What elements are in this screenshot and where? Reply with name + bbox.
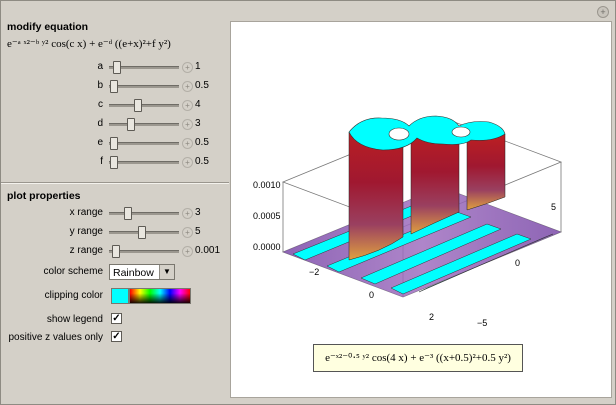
slider-track[interactable]	[109, 142, 179, 145]
expand-plus-icon[interactable]: +	[182, 100, 193, 111]
slider-track[interactable]	[109, 104, 179, 107]
color-scheme-value: Rainbow	[113, 267, 154, 279]
expand-plus-icon[interactable]: +	[182, 81, 193, 92]
slider-track[interactable]	[109, 123, 179, 126]
slider-thumb[interactable]	[127, 118, 135, 131]
slider-value: 4	[195, 99, 201, 110]
slider-track[interactable]	[109, 212, 179, 215]
color-scheme-select[interactable]: Rainbow ▼	[109, 264, 175, 280]
slider[interactable]	[109, 207, 179, 220]
surface-plot[interactable]	[231, 22, 611, 342]
slider-value: 3	[195, 118, 201, 129]
slider[interactable]	[109, 80, 179, 93]
plot-area[interactable]: 0.0010 0.0005 0.0000 −2 0 2 5 0 −5 e⁻ˣ²⁻…	[230, 21, 612, 398]
z-tick: 0.0010	[253, 180, 281, 190]
slider[interactable]	[109, 226, 179, 239]
y-tick: 5	[551, 202, 557, 212]
slider-value: 0.5	[195, 156, 209, 167]
slider[interactable]	[109, 156, 179, 169]
x-tick: −2	[309, 267, 320, 277]
z-tick: 0.0005	[253, 211, 281, 221]
slider-label: z range	[69, 245, 103, 256]
slider[interactable]	[109, 61, 179, 74]
panel-options-icon[interactable]: +	[597, 6, 609, 18]
slider-thumb[interactable]	[109, 80, 118, 93]
plot-properties-heading: plot properties	[7, 190, 81, 202]
slider-thumb[interactable]	[137, 226, 146, 239]
expand-plus-icon[interactable]: +	[182, 119, 193, 130]
slider-value: 0.5	[195, 137, 209, 148]
slider[interactable]	[109, 118, 179, 131]
clipped-tops	[348, 115, 506, 151]
slider-label: y range	[69, 226, 103, 237]
color-scheme-row: color scheme Rainbow ▼	[1, 264, 229, 280]
slider-thumb[interactable]	[123, 207, 132, 220]
y-tick: −5	[477, 318, 488, 328]
slider-value: 3	[195, 207, 201, 218]
show-legend-checkbox[interactable]: ✓	[111, 313, 122, 324]
slider-row-b: b +0.5	[1, 78, 229, 94]
expand-plus-icon[interactable]: +	[182, 138, 193, 149]
slider-thumb[interactable]	[109, 156, 118, 169]
controls-panel: modify equation e⁻ᵃ ˣ²⁻ᵇ ʸ² cos(c x) + e…	[1, 15, 229, 400]
positive-z-label: positive z values only	[8, 332, 104, 343]
slider-thumb[interactable]	[109, 137, 118, 150]
slider-label: f	[100, 156, 103, 167]
slider-row-e: e +0.5	[1, 135, 229, 151]
slider-row-a: a +1	[1, 59, 229, 75]
modify-equation-heading: modify equation	[7, 21, 89, 33]
clipping-color-row: clipping color	[1, 288, 229, 304]
slider-row-d: d +3	[1, 116, 229, 132]
slider-thumb[interactable]	[134, 99, 142, 112]
section-divider	[1, 182, 229, 184]
show-legend-label: show legend	[46, 314, 103, 325]
slider-track[interactable]	[109, 161, 179, 164]
slider-thumb[interactable]	[113, 61, 121, 74]
z-tick: 0.0000	[253, 242, 281, 252]
slider-label: a	[97, 61, 103, 72]
plot-legend: e⁻ˣ²⁻⁰⋅⁵ ʸ² cos(4 x) + e⁻³ ((x+0.5)²+0.5…	[313, 344, 523, 372]
expand-plus-icon[interactable]: +	[182, 246, 193, 257]
slider-label: d	[97, 118, 103, 129]
slider-value: 0.001	[195, 245, 221, 256]
slider-row-f: f +0.5	[1, 154, 229, 170]
slider-label: b	[97, 80, 103, 91]
expand-plus-icon[interactable]: +	[182, 62, 193, 73]
expand-plus-icon[interactable]: +	[182, 208, 193, 219]
clipping-color-label: clipping color	[44, 290, 103, 301]
slider-row-z-range: z range +0.001	[1, 243, 229, 259]
y-tick: 0	[515, 258, 521, 268]
slider-track[interactable]	[109, 250, 179, 253]
positive-z-row: positive z values only ✓	[1, 330, 229, 346]
color-scheme-label: color scheme	[43, 266, 103, 277]
slider-row-x-range: x range +3	[1, 205, 229, 221]
slider-thumb[interactable]	[111, 245, 120, 258]
slider[interactable]	[109, 99, 179, 112]
slider-row-c: c +4	[1, 97, 229, 113]
equation-display: e⁻ᵃ ˣ²⁻ᵇ ʸ² cos(c x) + e⁻ᵈ ((e+x)²+f y²)	[7, 38, 171, 50]
slider-track[interactable]	[109, 66, 179, 69]
positive-z-checkbox[interactable]: ✓	[111, 331, 122, 342]
slider[interactable]	[109, 245, 179, 258]
expand-plus-icon[interactable]: +	[182, 157, 193, 168]
surface-floor	[283, 187, 561, 297]
slider-value: 5	[195, 226, 201, 237]
x-tick: 2	[429, 312, 435, 322]
slider-label: e	[97, 137, 103, 148]
slider-track[interactable]	[109, 85, 179, 88]
show-legend-row: show legend ✓	[1, 312, 229, 328]
expand-plus-icon[interactable]: +	[182, 227, 193, 238]
x-tick: 0	[369, 290, 375, 300]
clipping-color-swatch[interactable]	[111, 288, 129, 304]
chevron-down-icon[interactable]: ▼	[159, 265, 174, 279]
slider[interactable]	[109, 137, 179, 150]
slider-value: 0.5	[195, 80, 209, 91]
color-palette-picker[interactable]	[129, 288, 191, 304]
slider-value: 1	[195, 61, 201, 72]
slider-label: c	[98, 99, 103, 110]
slider-row-y-range: y range +5	[1, 224, 229, 240]
slider-label: x range	[69, 207, 103, 218]
